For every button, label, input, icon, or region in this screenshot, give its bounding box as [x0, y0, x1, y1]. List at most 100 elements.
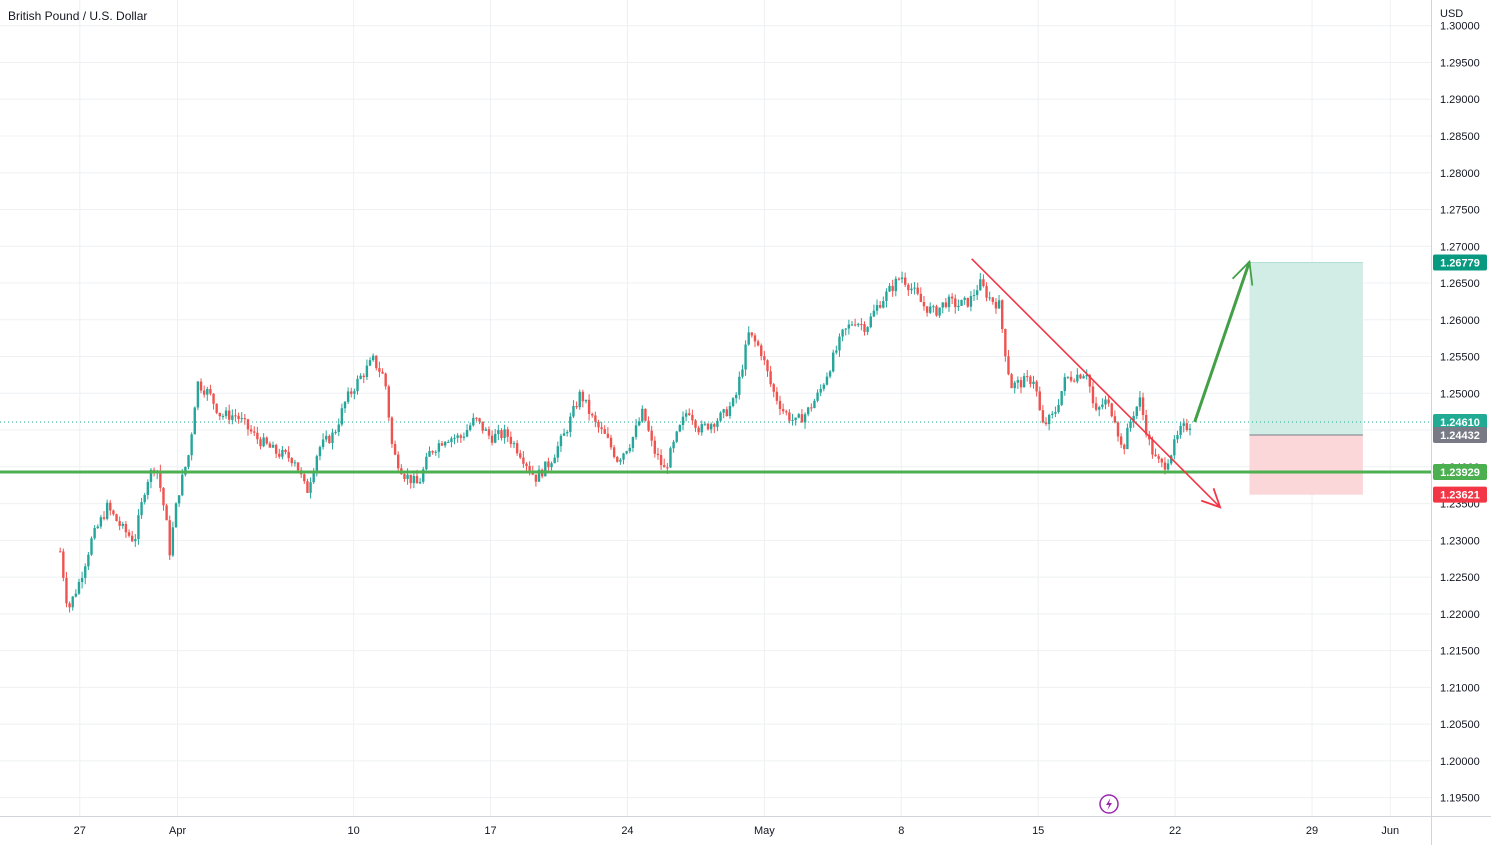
candle — [468, 422, 472, 432]
candle — [963, 296, 966, 305]
candle — [603, 425, 606, 435]
candle — [547, 457, 550, 472]
candle — [484, 427, 488, 431]
candle — [763, 351, 766, 366]
candle — [572, 400, 575, 419]
grid-layer — [0, 0, 1431, 816]
candle — [703, 421, 707, 427]
price-label-value: 1.26779 — [1440, 258, 1480, 270]
candle — [1160, 457, 1164, 468]
candle — [741, 364, 744, 379]
candle — [644, 408, 647, 422]
candle — [403, 472, 406, 482]
candle — [1060, 390, 1063, 407]
candle — [77, 578, 81, 595]
candle — [331, 428, 334, 450]
candle — [775, 387, 779, 405]
lightning-icon[interactable] — [1099, 794, 1119, 814]
candle — [731, 397, 735, 408]
candle — [59, 547, 62, 553]
candle — [462, 432, 466, 441]
candle — [1057, 399, 1060, 414]
candle — [1091, 381, 1095, 408]
candle — [756, 339, 760, 347]
price-label-value: 1.23621 — [1440, 490, 1480, 502]
candle — [625, 450, 628, 455]
candle — [669, 446, 672, 468]
candle — [694, 419, 697, 432]
candle — [941, 302, 944, 314]
candle — [1001, 299, 1004, 333]
date-tick-label: Apr — [169, 825, 186, 837]
candle — [99, 514, 103, 529]
candle — [656, 447, 660, 460]
candle — [62, 548, 65, 582]
candle — [196, 380, 200, 411]
price-tick-label: 1.29000 — [1440, 94, 1480, 106]
candle — [544, 461, 547, 477]
currency-label: USD — [1440, 8, 1463, 20]
candle — [944, 297, 948, 309]
candle — [938, 307, 941, 318]
price-tick-label: 1.22000 — [1440, 609, 1480, 621]
candle — [115, 513, 118, 522]
candle — [663, 458, 666, 468]
loss-zone[interactable] — [1249, 435, 1363, 495]
candle — [431, 450, 434, 455]
candle — [215, 403, 218, 415]
candle — [371, 353, 375, 362]
candle — [988, 291, 991, 301]
candle — [137, 509, 140, 545]
candle — [932, 304, 935, 313]
candle — [84, 563, 87, 585]
candle — [478, 417, 481, 425]
candle — [190, 432, 193, 461]
candle — [781, 403, 785, 415]
candle — [171, 521, 175, 557]
price-tick-label: 1.20000 — [1440, 756, 1480, 768]
candle — [422, 466, 425, 484]
candle — [365, 359, 369, 381]
profit-zone[interactable] — [1249, 262, 1363, 436]
candle — [800, 408, 804, 423]
candle — [869, 313, 872, 329]
candle — [947, 294, 951, 312]
bearish-trendline[interactable] — [971, 258, 1221, 508]
candle — [303, 473, 306, 484]
candle — [105, 499, 109, 521]
candle — [1132, 411, 1135, 428]
candle — [1107, 396, 1110, 407]
candle — [878, 301, 882, 309]
candle — [637, 417, 641, 427]
candle — [443, 440, 447, 448]
price-label: 1.23929 — [1433, 464, 1487, 481]
bullish-arrow[interactable] — [1193, 261, 1251, 423]
candle — [375, 355, 378, 371]
candle — [922, 295, 926, 311]
candle — [575, 401, 578, 410]
candle — [450, 436, 453, 448]
candle — [825, 372, 829, 386]
candle — [594, 411, 597, 428]
candle — [237, 412, 240, 424]
candle — [1188, 423, 1192, 436]
candle — [960, 299, 963, 307]
candle — [1119, 433, 1123, 449]
candle — [1126, 423, 1129, 450]
candle — [616, 455, 619, 463]
date-tick-label: 15 — [1032, 825, 1044, 837]
candle — [396, 451, 400, 472]
candle — [1016, 376, 1020, 389]
candle — [706, 422, 710, 431]
price-label: 1.23621 — [1433, 486, 1487, 503]
candles-layer — [59, 271, 1192, 613]
candle — [1013, 380, 1016, 394]
candle — [1176, 430, 1179, 444]
candle — [760, 343, 763, 361]
candle — [1007, 350, 1010, 376]
candle — [90, 536, 93, 556]
candle — [1129, 419, 1132, 432]
candle — [985, 282, 988, 302]
candle — [550, 461, 553, 471]
